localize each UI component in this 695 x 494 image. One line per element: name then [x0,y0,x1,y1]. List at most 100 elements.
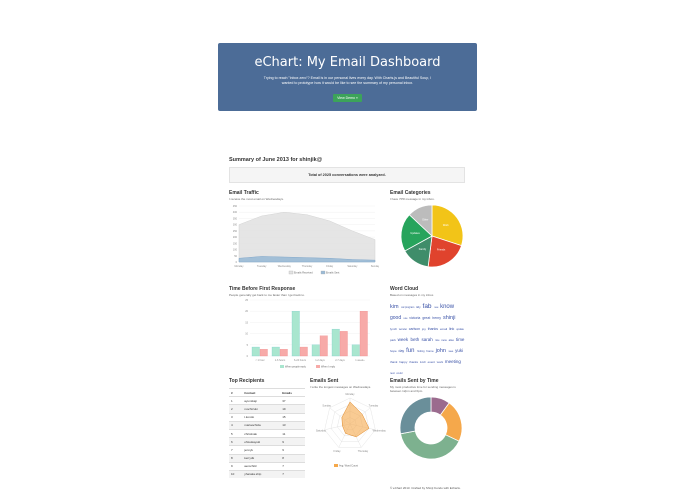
pie-slice-label: Family [419,248,427,251]
bytime-doughnut-chart [399,396,463,460]
page-title: eChart: My Email Dashboard [254,55,441,70]
x-tick-label: Monday [235,265,245,268]
y-tick-label: 15 [245,321,248,324]
y-tick-label: 0 [236,261,238,264]
y-tick-label: 100 [233,249,238,252]
word-cloud-word: fab [422,303,434,310]
legend-label: When I reply [321,366,336,369]
table-cell: 37 [280,396,305,405]
view-demo-button[interactable]: View Demo » [333,94,362,102]
response-bar-chart: 0 5 10 15 20 25 < 1 hour 1-6 hours 6-24 hours 1-2… [245,299,370,369]
series-area-1 [238,256,376,263]
legend-swatch [316,365,320,368]
legend-label: Emails Received [294,272,313,275]
y-tick-label: 400 [233,211,238,214]
bar [299,346,308,357]
word-cloud-word: john [435,348,448,354]
word-cloud-word: new [441,338,448,342]
x-tick-label: 6-24 hours [294,359,307,362]
summary-well: Total of 2025 conversations were analyze… [229,167,465,183]
word-cloud-word: great [422,316,432,320]
legend-label: Emails Sent [326,272,340,275]
categories-subtitle: I have 7PR message in my inbox. [390,197,435,201]
y-tick-label: 350 [233,217,238,220]
word-cloud-word: time [455,337,465,342]
bar [359,311,368,357]
table-cell: 15 [280,412,305,422]
table-cell: 9 [229,461,243,471]
x-tick-label: Wednesday [278,265,292,268]
table-cell: t.kondo [242,412,281,422]
x-tick-label: 2-7 days [335,359,345,362]
word-cloud-word: joy [422,327,427,331]
response-title: Time Before First Response [229,286,296,292]
table-cell: 7 [280,469,305,479]
bar [291,311,300,357]
y-tick-label: 200 [233,236,238,239]
word-cloud-word: home [426,349,435,353]
table-cell: 11 [280,428,305,438]
x-tick-label: Friday [326,265,334,268]
bytime-subtitle: My most productive time for sending mess… [390,385,456,393]
traffic-subtitle: I receive the most email on Wednesdays. [229,197,284,201]
word-cloud-word: hope [390,349,398,353]
table-header: Contact [242,387,281,397]
radar-axis-label: Sunday [322,404,331,407]
legend-swatch [288,270,294,275]
y-tick-label: 25 [245,299,248,302]
table-cell: christinak [242,428,281,438]
y-tick-label: 10 [245,333,248,336]
word-cloud-word: could [396,372,403,375]
legend-swatch [334,464,338,467]
categories-title: Email Categories [390,190,431,196]
word-cloud-word: yuki [455,348,464,353]
table-cell: 5 [229,428,243,438]
radar-grid [324,397,376,448]
word-cloud-word: park [390,338,397,342]
y-tick-label: 20 [245,310,248,313]
bar [271,346,280,357]
response-subtitle: People generally get back to me faster t… [229,293,305,297]
word-cloud-word: link [449,327,456,331]
radar-axis-label: Tuesday [369,404,379,407]
word-cloud-word: thanks [427,327,439,331]
word-cloud-word: email [439,327,448,331]
word-cloud-word: week [397,337,410,342]
pie-slice-label: Work [443,224,450,227]
bar [339,331,348,357]
radar-series [341,401,370,438]
bytime-title: Emails Sent by Time [390,378,439,384]
traffic-title: Email Traffic [229,190,259,196]
word-cloud-word: event [427,360,436,364]
table-row: 10 yharaka.ship 7 [229,469,305,479]
table-cell: 3 [229,412,243,422]
bar [351,344,360,357]
word-cloud-word: happy [399,360,409,364]
table-row: 5 christinak 11 [229,428,305,438]
word-cloud-word: tidy [416,305,422,309]
table-row: 4 mariaochida 13 [229,420,305,430]
word-cloud-word: thank [390,360,399,364]
legend-label: When people reply [285,366,307,369]
word-cloud-word: also [448,338,455,342]
table-cell: jennyk [242,445,281,454]
pie-slice [400,214,433,252]
x-tick-label: 1-2 days [315,359,325,362]
pie-slice [408,204,433,237]
recipients-table: # Contact Emails 1 ayumikaji 37 2 mochizuki 19 3… [229,387,305,479]
y-tick-label: 5 [247,344,249,347]
word-cloud-word: day [398,349,406,353]
table-cell: 1 [229,396,243,405]
word-cloud-word: use [403,317,409,320]
word-cloud-word: nice [434,339,441,342]
y-tick-label: 50 [234,255,237,258]
legend-swatch [280,365,284,368]
table-row: 9 aerochild 7 [229,461,305,471]
word-cloud-word: meeting [444,359,461,364]
table-cell: 13 [280,420,305,430]
word-cloud-word: lunch [419,361,427,364]
word-cloud-word: victoria [409,316,422,320]
bar [259,349,268,357]
y-tick-label: 0 [247,355,249,358]
table-cell: 10 [229,469,243,479]
